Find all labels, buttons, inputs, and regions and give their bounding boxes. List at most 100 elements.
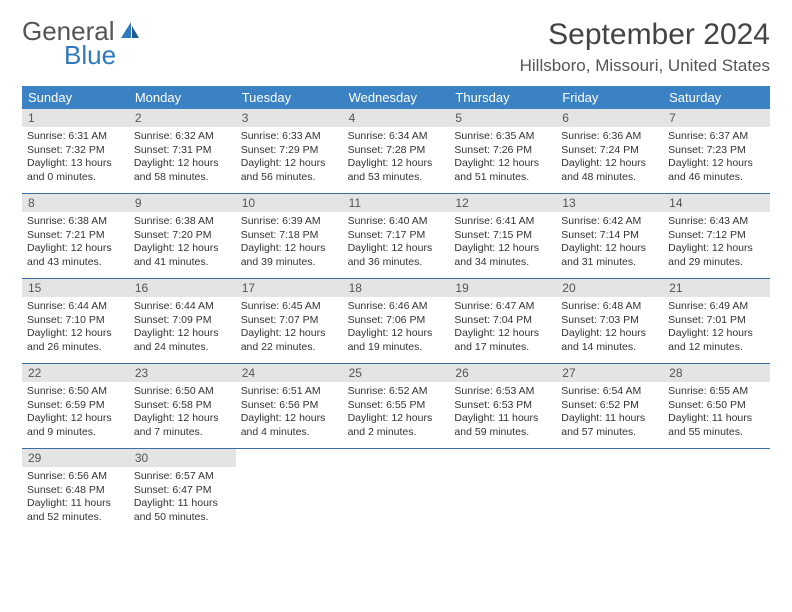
daylight-line: Daylight: 12 hours and 22 minutes.	[241, 327, 338, 354]
day-cell: 10Sunrise: 6:39 AMSunset: 7:18 PMDayligh…	[236, 194, 343, 278]
sunrise-line: Sunrise: 6:38 AM	[27, 215, 124, 229]
sunrise-line: Sunrise: 6:47 AM	[454, 300, 551, 314]
day-cell: .	[663, 449, 770, 533]
sunrise-line: Sunrise: 6:56 AM	[27, 470, 124, 484]
daylight-line: Daylight: 12 hours and 24 minutes.	[134, 327, 231, 354]
sunrise-line: Sunrise: 6:44 AM	[134, 300, 231, 314]
sunset-line: Sunset: 7:31 PM	[134, 144, 231, 158]
daylight-line: Daylight: 12 hours and 48 minutes.	[561, 157, 658, 184]
sunrise-line: Sunrise: 6:52 AM	[348, 385, 445, 399]
day-content: Sunrise: 6:34 AMSunset: 7:28 PMDaylight:…	[343, 127, 450, 189]
daylight-line: Daylight: 12 hours and 29 minutes.	[668, 242, 765, 269]
daylight-line: Daylight: 12 hours and 36 minutes.	[348, 242, 445, 269]
day-cell: 7Sunrise: 6:37 AMSunset: 7:23 PMDaylight…	[663, 109, 770, 193]
sunset-line: Sunset: 7:07 PM	[241, 314, 338, 328]
sunrise-line: Sunrise: 6:32 AM	[134, 130, 231, 144]
week-row: 22Sunrise: 6:50 AMSunset: 6:59 PMDayligh…	[22, 364, 770, 449]
day-content: Sunrise: 6:43 AMSunset: 7:12 PMDaylight:…	[663, 212, 770, 274]
daylight-line: Daylight: 12 hours and 39 minutes.	[241, 242, 338, 269]
daylight-line: Daylight: 12 hours and 43 minutes.	[27, 242, 124, 269]
day-number: 13	[556, 194, 663, 212]
sunset-line: Sunset: 7:10 PM	[27, 314, 124, 328]
day-headers-row: SundayMondayTuesdayWednesdayThursdayFrid…	[22, 86, 770, 109]
day-number: 22	[22, 364, 129, 382]
sunrise-line: Sunrise: 6:50 AM	[134, 385, 231, 399]
day-number: 6	[556, 109, 663, 127]
day-header: Friday	[556, 86, 663, 109]
day-number: 5	[449, 109, 556, 127]
sunset-line: Sunset: 7:18 PM	[241, 229, 338, 243]
daylight-line: Daylight: 11 hours and 50 minutes.	[134, 497, 231, 524]
day-cell: 3Sunrise: 6:33 AMSunset: 7:29 PMDaylight…	[236, 109, 343, 193]
day-cell: 25Sunrise: 6:52 AMSunset: 6:55 PMDayligh…	[343, 364, 450, 448]
day-number: 27	[556, 364, 663, 382]
day-cell: 19Sunrise: 6:47 AMSunset: 7:04 PMDayligh…	[449, 279, 556, 363]
daylight-line: Daylight: 12 hours and 56 minutes.	[241, 157, 338, 184]
daylight-line: Daylight: 12 hours and 26 minutes.	[27, 327, 124, 354]
sunset-line: Sunset: 7:06 PM	[348, 314, 445, 328]
day-cell: 11Sunrise: 6:40 AMSunset: 7:17 PMDayligh…	[343, 194, 450, 278]
day-number: 2	[129, 109, 236, 127]
daylight-line: Daylight: 12 hours and 34 minutes.	[454, 242, 551, 269]
sunset-line: Sunset: 6:47 PM	[134, 484, 231, 498]
day-cell: 18Sunrise: 6:46 AMSunset: 7:06 PMDayligh…	[343, 279, 450, 363]
day-cell: 24Sunrise: 6:51 AMSunset: 6:56 PMDayligh…	[236, 364, 343, 448]
day-number: 1	[22, 109, 129, 127]
sunrise-line: Sunrise: 6:33 AM	[241, 130, 338, 144]
sunset-line: Sunset: 7:28 PM	[348, 144, 445, 158]
sunrise-line: Sunrise: 6:34 AM	[348, 130, 445, 144]
week-row: 8Sunrise: 6:38 AMSunset: 7:21 PMDaylight…	[22, 194, 770, 279]
day-content: Sunrise: 6:48 AMSunset: 7:03 PMDaylight:…	[556, 297, 663, 359]
week-row: 29Sunrise: 6:56 AMSunset: 6:48 PMDayligh…	[22, 449, 770, 533]
day-cell: 13Sunrise: 6:42 AMSunset: 7:14 PMDayligh…	[556, 194, 663, 278]
sunrise-line: Sunrise: 6:45 AM	[241, 300, 338, 314]
day-content: Sunrise: 6:51 AMSunset: 6:56 PMDaylight:…	[236, 382, 343, 444]
day-cell: 28Sunrise: 6:55 AMSunset: 6:50 PMDayligh…	[663, 364, 770, 448]
day-content: Sunrise: 6:55 AMSunset: 6:50 PMDaylight:…	[663, 382, 770, 444]
day-content: Sunrise: 6:50 AMSunset: 6:59 PMDaylight:…	[22, 382, 129, 444]
daylight-line: Daylight: 12 hours and 41 minutes.	[134, 242, 231, 269]
day-number: 20	[556, 279, 663, 297]
daylight-line: Daylight: 12 hours and 2 minutes.	[348, 412, 445, 439]
day-content: Sunrise: 6:47 AMSunset: 7:04 PMDaylight:…	[449, 297, 556, 359]
sunrise-line: Sunrise: 6:35 AM	[454, 130, 551, 144]
sunset-line: Sunset: 6:48 PM	[27, 484, 124, 498]
day-content: Sunrise: 6:31 AMSunset: 7:32 PMDaylight:…	[22, 127, 129, 189]
day-content: Sunrise: 6:57 AMSunset: 6:47 PMDaylight:…	[129, 467, 236, 529]
daylight-line: Daylight: 11 hours and 57 minutes.	[561, 412, 658, 439]
daylight-line: Daylight: 12 hours and 51 minutes.	[454, 157, 551, 184]
day-number: 29	[22, 449, 129, 467]
day-number: 12	[449, 194, 556, 212]
day-cell: 15Sunrise: 6:44 AMSunset: 7:10 PMDayligh…	[22, 279, 129, 363]
day-number: 14	[663, 194, 770, 212]
header: General Blue September 2024 Hillsboro, M…	[22, 18, 770, 76]
day-content: Sunrise: 6:36 AMSunset: 7:24 PMDaylight:…	[556, 127, 663, 189]
daylight-line: Daylight: 12 hours and 31 minutes.	[561, 242, 658, 269]
daylight-line: Daylight: 13 hours and 0 minutes.	[27, 157, 124, 184]
sunset-line: Sunset: 7:15 PM	[454, 229, 551, 243]
day-content: Sunrise: 6:38 AMSunset: 7:20 PMDaylight:…	[129, 212, 236, 274]
sunset-line: Sunset: 7:23 PM	[668, 144, 765, 158]
daylight-line: Daylight: 12 hours and 4 minutes.	[241, 412, 338, 439]
day-content: Sunrise: 6:56 AMSunset: 6:48 PMDaylight:…	[22, 467, 129, 529]
day-header: Thursday	[449, 86, 556, 109]
day-cell: 2Sunrise: 6:32 AMSunset: 7:31 PMDaylight…	[129, 109, 236, 193]
sunset-line: Sunset: 6:59 PM	[27, 399, 124, 413]
day-content: Sunrise: 6:50 AMSunset: 6:58 PMDaylight:…	[129, 382, 236, 444]
day-content: Sunrise: 6:53 AMSunset: 6:53 PMDaylight:…	[449, 382, 556, 444]
sunrise-line: Sunrise: 6:38 AM	[134, 215, 231, 229]
sunrise-line: Sunrise: 6:53 AM	[454, 385, 551, 399]
sunrise-line: Sunrise: 6:51 AM	[241, 385, 338, 399]
day-cell: 29Sunrise: 6:56 AMSunset: 6:48 PMDayligh…	[22, 449, 129, 533]
day-content: Sunrise: 6:49 AMSunset: 7:01 PMDaylight:…	[663, 297, 770, 359]
logo: General Blue	[22, 18, 141, 68]
weeks-container: 1Sunrise: 6:31 AMSunset: 7:32 PMDaylight…	[22, 109, 770, 533]
sunrise-line: Sunrise: 6:46 AM	[348, 300, 445, 314]
day-content: Sunrise: 6:52 AMSunset: 6:55 PMDaylight:…	[343, 382, 450, 444]
week-row: 15Sunrise: 6:44 AMSunset: 7:10 PMDayligh…	[22, 279, 770, 364]
day-cell: 4Sunrise: 6:34 AMSunset: 7:28 PMDaylight…	[343, 109, 450, 193]
daylight-line: Daylight: 12 hours and 17 minutes.	[454, 327, 551, 354]
day-content: Sunrise: 6:44 AMSunset: 7:09 PMDaylight:…	[129, 297, 236, 359]
day-content: Sunrise: 6:39 AMSunset: 7:18 PMDaylight:…	[236, 212, 343, 274]
day-cell: 16Sunrise: 6:44 AMSunset: 7:09 PMDayligh…	[129, 279, 236, 363]
